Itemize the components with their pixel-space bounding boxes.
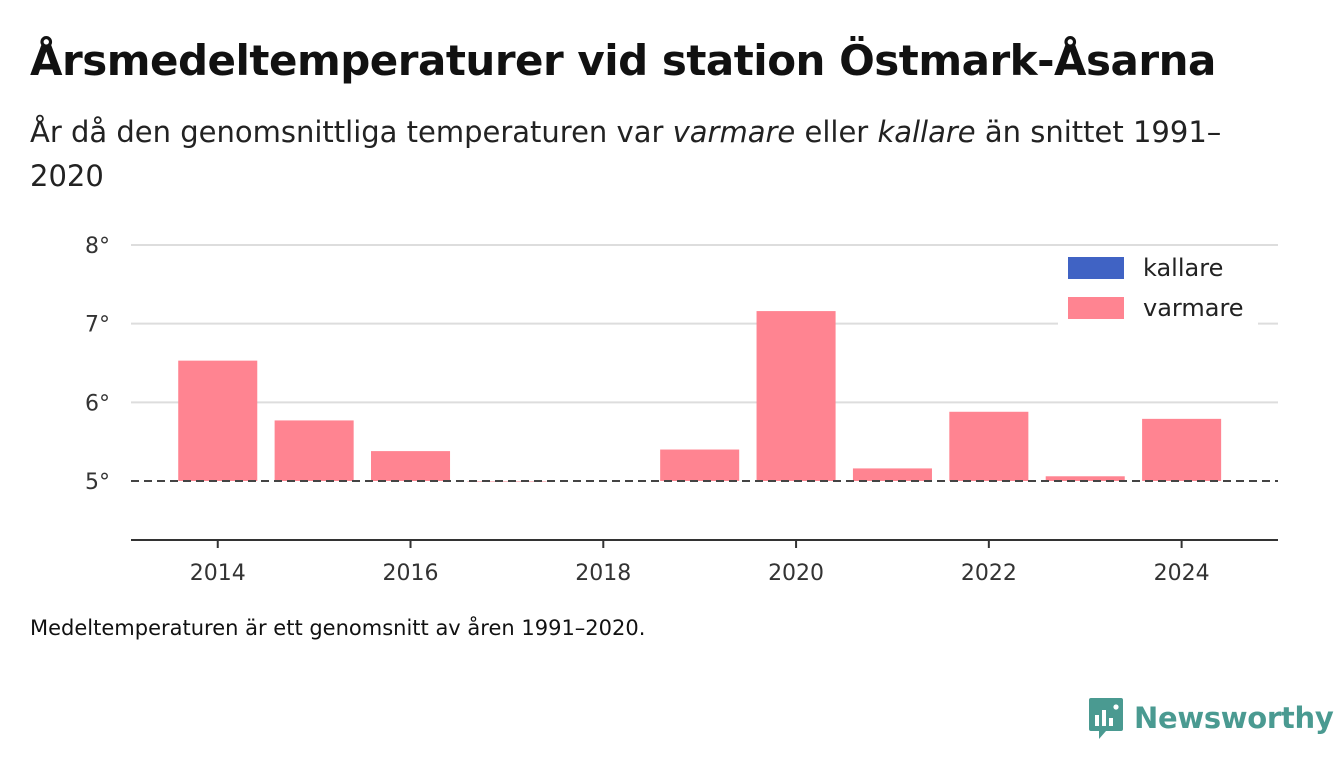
bar [949, 411, 1029, 481]
brand-logo: Newsworthy [1088, 696, 1334, 740]
bar [371, 451, 451, 481]
y-tick-label: 6° [85, 391, 110, 416]
y-tick-label: 8° [85, 234, 110, 259]
legend-swatch [1068, 257, 1124, 279]
chart-subtitle: År då den genomsnittliga temperaturen va… [30, 110, 1250, 198]
footnote: Medeltemperaturen är ett genomsnitt av å… [30, 616, 646, 640]
subtitle-part2: eller [795, 115, 878, 149]
legend-label: varmare [1143, 294, 1244, 322]
bar-chart: 5° 6° 7° 8° 2014 2016 2018 2020 2022 2024 kallare v… [85, 234, 1278, 586]
brand-name: Newsworthy [1134, 701, 1334, 735]
bar [178, 360, 258, 481]
subtitle-cold-word: kallare [877, 115, 976, 149]
bar [660, 449, 740, 481]
x-tick-label: 2018 [575, 561, 631, 586]
x-tick-label: 2014 [190, 561, 246, 586]
subtitle-warm-word: varmare [672, 115, 796, 149]
bar [467, 481, 547, 482]
x-tick-label: 2016 [383, 561, 439, 586]
x-tick-label: 2022 [961, 561, 1017, 586]
bar [274, 420, 354, 481]
bar [1045, 476, 1125, 481]
newsworthy-logo-icon [1089, 698, 1123, 739]
subtitle-part3: än snittet 1991–2020 [30, 115, 1222, 193]
x-tick-label: 2024 [1154, 561, 1210, 586]
chart-title: Årsmedeltemperaturer vid station Östmark… [30, 36, 1216, 85]
x-tick-label: 2020 [768, 561, 824, 586]
bar [1142, 418, 1222, 481]
subtitle-part1: År då den genomsnittliga temperaturen va… [30, 115, 673, 149]
legend-label: kallare [1143, 254, 1223, 282]
bar [852, 468, 932, 481]
bar [756, 311, 836, 481]
y-tick-label: 7° [85, 313, 110, 338]
y-tick-label: 5° [85, 470, 110, 495]
legend-swatch [1068, 297, 1124, 319]
